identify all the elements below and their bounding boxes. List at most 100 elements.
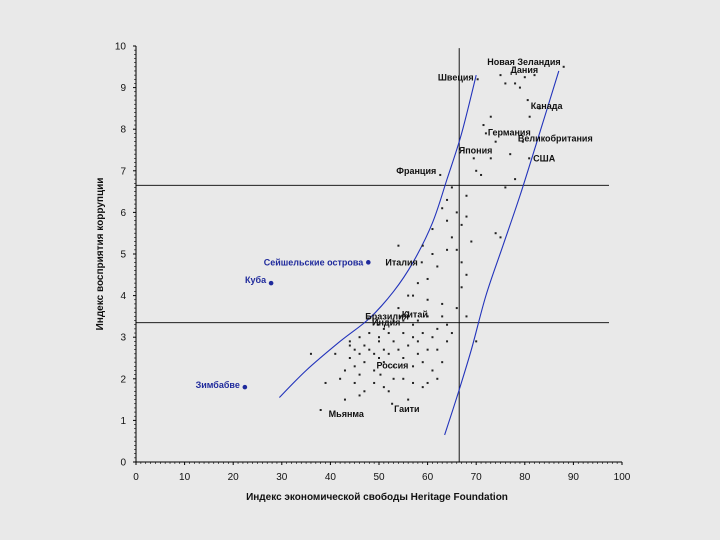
data-point [439, 173, 442, 176]
data-point [378, 336, 380, 339]
data-point [402, 332, 405, 335]
x-tick-label: 100 [614, 472, 631, 483]
data-point [431, 253, 434, 255]
data-point [397, 307, 400, 310]
data-point [465, 215, 468, 218]
data-point [499, 74, 502, 77]
data-point [450, 236, 453, 239]
x-axis-title: Индекс экономической свободы Heritage Fo… [246, 491, 508, 503]
data-point [514, 178, 517, 181]
data-point [521, 140, 524, 143]
point-label: Франция [396, 166, 436, 176]
highlighted-point [366, 260, 371, 265]
point-label: Бразилия [365, 311, 409, 321]
data-point [402, 377, 405, 380]
data-point [363, 361, 366, 364]
data-point [339, 377, 342, 380]
y-tick-label: 7 [120, 166, 126, 177]
y-tick-label: 9 [120, 83, 126, 94]
data-point [441, 302, 444, 305]
data-point [446, 323, 449, 326]
data-point [397, 244, 400, 247]
data-point [421, 332, 424, 335]
highlighted-point-label: Сейшельские острова [264, 257, 365, 267]
data-point [348, 344, 351, 347]
data-point [416, 282, 419, 285]
data-point [343, 398, 346, 401]
data-point [431, 336, 434, 339]
data-point [450, 186, 453, 189]
data-point [378, 340, 380, 343]
data-point [436, 348, 439, 351]
data-point [353, 348, 356, 351]
data-point [398, 315, 401, 318]
data-point [499, 236, 502, 239]
point-label: Новая Зеландия [487, 57, 560, 67]
data-point [397, 348, 400, 351]
data-point [421, 244, 424, 247]
data-point [373, 369, 376, 372]
data-point [475, 340, 478, 343]
data-point [363, 390, 366, 393]
point-label: США [533, 153, 556, 163]
point-label: Гаити [394, 404, 419, 414]
point-label: Мьянма [329, 409, 365, 419]
data-point [309, 352, 312, 355]
point-label: Китай [402, 309, 428, 319]
data-point [446, 219, 449, 222]
data-point [392, 377, 395, 380]
data-point [407, 294, 410, 297]
data-point [334, 352, 337, 355]
x-tick-label: 0 [133, 472, 139, 483]
data-point [431, 228, 434, 231]
y-tick-label: 3 [120, 333, 126, 344]
data-point [412, 323, 415, 326]
data-point [412, 365, 415, 368]
data-point [514, 82, 517, 85]
data-point [465, 194, 468, 197]
data-point [387, 332, 390, 335]
reference-lines [136, 48, 609, 462]
data-point [460, 286, 463, 289]
data-point [353, 365, 356, 368]
data-point [392, 319, 395, 322]
data-point [455, 211, 458, 214]
data-point [450, 332, 453, 335]
x-tick-label: 90 [568, 472, 580, 483]
data-point [476, 78, 479, 81]
y-tick-label: 4 [120, 291, 126, 302]
data-point [446, 198, 449, 201]
data-point [431, 369, 434, 372]
data-point [412, 294, 415, 297]
data-point [455, 307, 458, 310]
data-point [436, 265, 439, 268]
data-point [319, 409, 322, 411]
point-label: Индия [372, 318, 400, 328]
data-point [407, 311, 410, 314]
data-point [348, 357, 351, 359]
data-point [441, 207, 444, 210]
data-point [504, 82, 507, 85]
data-point [378, 357, 380, 359]
highlighted-point [268, 280, 274, 286]
envelope-curves [278, 70, 560, 436]
data-point [528, 115, 531, 118]
data-point [392, 340, 395, 343]
point-label: Канада [531, 101, 564, 111]
x-tick-label: 20 [228, 472, 240, 483]
data-point [426, 381, 429, 384]
data-point [402, 357, 405, 359]
data-point [421, 361, 424, 364]
data-point [489, 157, 492, 160]
data-point [368, 332, 371, 335]
data-point [343, 369, 346, 372]
data-point [391, 402, 394, 405]
data-point [472, 157, 475, 160]
y-tick-label: 2 [120, 374, 126, 385]
point-label: Россия [376, 361, 408, 371]
x-tick-label: 60 [422, 472, 434, 483]
y-axis-title: Индекс восприятия коррупции [95, 178, 106, 331]
